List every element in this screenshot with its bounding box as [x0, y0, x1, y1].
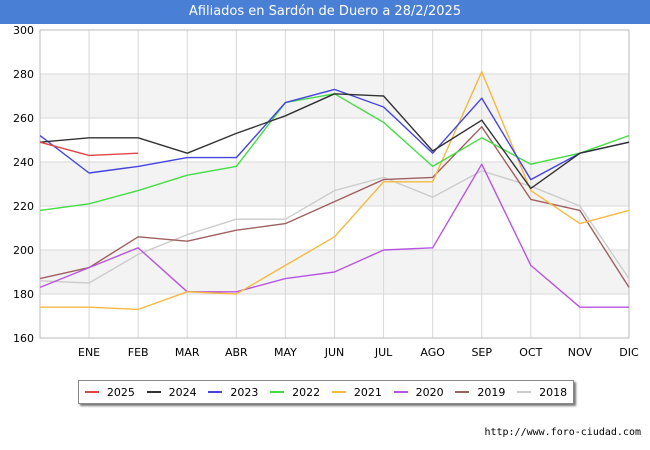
- series-line-2023: [39, 88, 630, 181]
- legend-label: 2023: [230, 385, 259, 399]
- x-tick-label: MAR: [175, 346, 200, 359]
- x-tick-label: AGO: [420, 346, 445, 359]
- legend-swatch: [393, 391, 408, 393]
- legend-item-2023: 2023: [208, 386, 258, 399]
- y-tick-label: 180: [13, 288, 34, 301]
- x-tick-label: DIC: [619, 346, 639, 359]
- legend-label: 2024: [168, 385, 197, 399]
- x-tick-label: MAY: [274, 346, 297, 359]
- legend: 2025 2024 2023 2022 2021 2020 2019 2018: [78, 380, 574, 404]
- x-tick-label: ABR: [225, 346, 248, 359]
- legend-swatch: [208, 391, 223, 393]
- x-tick-label: SEP: [471, 346, 492, 359]
- series-line-2025: [39, 141, 139, 157]
- x-tick-label: JUL: [374, 346, 393, 359]
- y-tick-label: 280: [13, 68, 34, 81]
- legend-swatch: [84, 391, 99, 393]
- x-tick-label: JUN: [324, 346, 345, 359]
- legend-item-2018: 2018: [517, 386, 567, 399]
- legend-item-2020: 2020: [393, 385, 444, 399]
- y-tick-label: 300: [13, 24, 34, 37]
- legend-label: 2019: [477, 385, 506, 399]
- series-line-2018: [39, 170, 630, 284]
- legend-item-2021: 2021: [331, 385, 382, 399]
- chart-title: Afiliados en Sardón de Duero a 28/2/2025: [0, 0, 650, 24]
- legend-label: 2020: [415, 385, 444, 399]
- legend-label: 2021: [353, 385, 382, 399]
- legend-label: 2022: [292, 385, 321, 399]
- x-tick-label: FEB: [128, 346, 149, 359]
- series-line-2019: [39, 126, 630, 288]
- x-tick-label: OCT: [519, 346, 542, 359]
- legend-swatch: [455, 391, 470, 393]
- series-line-2024: [39, 93, 630, 190]
- legend-swatch: [517, 391, 532, 393]
- x-tick-label: ENE: [78, 346, 100, 359]
- legend-item-2022: 2022: [270, 386, 320, 399]
- plot-border: [39, 29, 630, 339]
- series-line-2020: [39, 163, 629, 308]
- legend-swatch: [146, 391, 161, 393]
- y-tick-label: 260: [13, 112, 34, 125]
- x-tick-label: NOV: [568, 346, 593, 359]
- legend-label: 2018: [539, 385, 568, 399]
- legend-item-2019: 2019: [455, 386, 505, 399]
- series-line-2021: [40, 71, 630, 311]
- y-tick-label: 160: [13, 332, 34, 345]
- y-tick-label: 240: [13, 156, 34, 169]
- y-tick-label: 220: [13, 200, 34, 213]
- y-tick-label: 200: [13, 244, 34, 257]
- legend-item-2025: 2025: [84, 385, 135, 399]
- legend-label: 2025: [106, 385, 135, 399]
- legend-swatch: [270, 391, 285, 393]
- source-credit: http://www.foro-ciudad.com: [484, 427, 641, 438]
- legend-item-2024: 2024: [146, 385, 197, 399]
- legend-swatch: [331, 391, 346, 393]
